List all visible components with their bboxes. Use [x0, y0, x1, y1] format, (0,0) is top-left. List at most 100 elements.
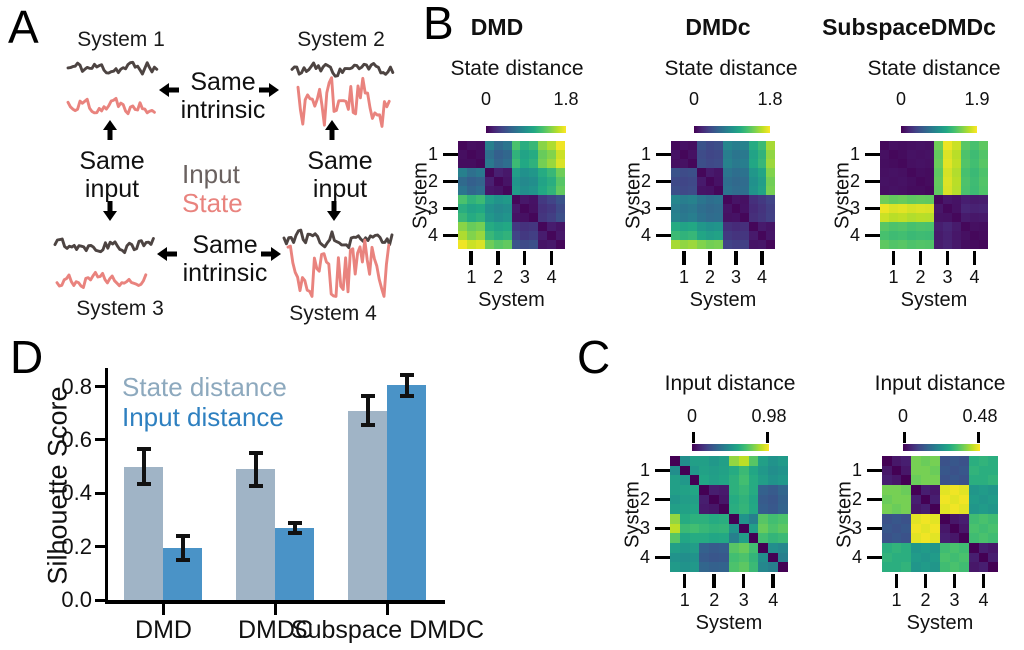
x-tick-mark — [522, 251, 527, 265]
d-y-tick-mark — [95, 598, 105, 602]
colorbar-tick — [692, 432, 695, 443]
bar-state-distance-subspace-dmdc — [348, 410, 387, 600]
colorbar-tick — [903, 432, 906, 443]
y-tick-mark — [865, 179, 880, 183]
x-tick-mark — [682, 251, 686, 265]
colorbar-b-dmdc — [694, 126, 770, 133]
relation-top-label: Same intrinsic — [180, 68, 266, 124]
x-tick-mark — [708, 251, 712, 265]
y-axis-label-b-dmd: System — [409, 162, 432, 229]
system-4-state-trace — [286, 238, 391, 298]
colorbar-b-subspacedmdc — [901, 126, 977, 133]
d-x-tick-mark — [385, 603, 389, 615]
x-tick-label: 3 — [942, 267, 953, 287]
y-axis-label-c-input-distance: System — [621, 481, 644, 548]
x-tick-label: 4 — [756, 267, 767, 287]
category-label-dmd: DMD — [135, 616, 192, 644]
bar-state-distance-dmd — [124, 466, 163, 600]
colorbar-min-b-dmd: 0 — [480, 89, 492, 109]
x-tick-label: 1 — [678, 267, 689, 287]
x-tick-mark — [682, 574, 687, 588]
colorbar-max-b-dmdc: 1.8 — [757, 89, 783, 109]
x-tick-label: 4 — [546, 267, 557, 287]
y-tick-mark — [655, 468, 670, 472]
heatmap-matrix-c-input-distance — [882, 456, 998, 572]
d-y-tick-label: 0.4 — [61, 480, 92, 506]
heatmap-matrix-b-dmd — [458, 141, 565, 249]
x-tick-label: 4 — [969, 267, 980, 287]
x-tick-label: 3 — [738, 590, 749, 610]
x-tick-mark — [918, 251, 922, 265]
x-tick-mark — [771, 574, 775, 588]
y-axis-label-c-input-distance: System — [833, 481, 856, 548]
y-tick-label: 4 — [849, 224, 860, 245]
y-tick-label: 2 — [640, 170, 651, 191]
y-tick-label: 3 — [851, 517, 862, 538]
relation-right-label: Same input — [307, 147, 373, 203]
colorbar-tick — [766, 432, 769, 443]
x-tick-label: 1 — [679, 590, 690, 610]
relation-left-label: Same input — [79, 147, 145, 203]
colorbar-min-b-dmdc: 0 — [688, 89, 700, 109]
arrow-right-icon — [259, 83, 279, 97]
y-tick-mark — [656, 152, 671, 156]
arrow-right-icon — [261, 247, 281, 261]
arrow-left-icon — [159, 83, 179, 97]
d-y-tick-mark — [95, 545, 105, 549]
x-tick-mark — [891, 251, 895, 265]
y-tick-mark — [865, 152, 880, 156]
bar-input-distance-subspace-dmdc — [387, 385, 426, 600]
category-label-dmdc: DMDC — [238, 616, 313, 644]
colorbar-label-b-subspacedmdc: State distance — [867, 57, 1001, 80]
colorbar-label-b-dmdc: State distance — [664, 57, 798, 80]
system-2-input-trace — [290, 61, 395, 78]
d-y-tick-label: 0.6 — [61, 426, 92, 452]
heatmap-matrix-b-dmdc — [671, 141, 775, 249]
x-tick-mark — [496, 251, 500, 265]
d-y-tick-mark — [95, 491, 105, 495]
x-tick-label: 1 — [891, 590, 902, 610]
x-tick-label: 3 — [730, 267, 741, 287]
arrow-up-icon — [325, 120, 339, 140]
y-tick-label: 1 — [639, 459, 650, 480]
panel-c-label: C — [577, 331, 611, 383]
system-2-name: System 2 — [297, 28, 385, 51]
heatmap-matrix-b-subspacedmdc — [880, 141, 988, 249]
x-tick-label: 3 — [519, 267, 530, 287]
x-tick-mark — [894, 574, 898, 588]
error-bar-cap — [176, 533, 190, 538]
colorbar-tick — [977, 432, 980, 443]
y-axis-spine — [105, 368, 108, 603]
error-bar — [365, 395, 370, 426]
colorbar-min-b-subspacedmdc: 0 — [895, 89, 907, 109]
legend-input-distance: Input distance — [122, 402, 284, 432]
legend-state-label: State — [182, 188, 243, 218]
system-3-state-trace — [55, 270, 148, 289]
y-tick-mark — [867, 497, 882, 501]
y-tick-mark — [867, 555, 882, 559]
y-tick-label: 1 — [851, 459, 862, 480]
heatmap-title-b-dmdc: DMDc — [685, 14, 751, 40]
y-tick-label: 4 — [851, 546, 862, 567]
x-tick-label: 1 — [466, 267, 477, 287]
y-tick-mark — [443, 152, 458, 156]
error-bar-cap — [288, 531, 302, 536]
system-1-input-trace — [66, 60, 159, 76]
y-tick-label: 2 — [427, 170, 438, 191]
y-tick-label: 2 — [639, 488, 650, 509]
d-x-tick-mark — [161, 603, 165, 615]
error-bar — [293, 522, 297, 534]
error-bar-cap — [400, 372, 414, 377]
arrow-left-icon — [157, 247, 177, 261]
error-bar — [181, 535, 185, 560]
y-tick-mark — [443, 206, 458, 210]
heatmap-matrix-c-input-distance — [670, 456, 788, 572]
y-tick-label: 4 — [639, 546, 650, 567]
y-tick-label: 3 — [849, 197, 860, 218]
arrow-down-icon — [327, 201, 341, 221]
x-axis-label-b-subspacedmdc: System — [900, 289, 968, 311]
y-tick-mark — [656, 233, 671, 237]
x-tick-mark — [981, 574, 985, 588]
panel-b-label: B — [423, 0, 454, 49]
